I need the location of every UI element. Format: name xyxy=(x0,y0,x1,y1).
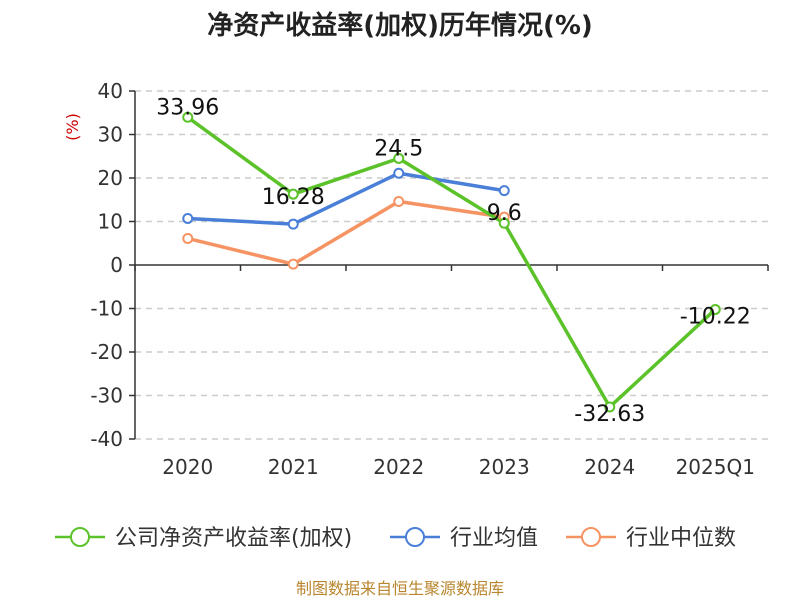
y-tick-label: 40 xyxy=(98,79,123,103)
company-point-2020 xyxy=(182,111,194,123)
industry_median-point-2021 xyxy=(287,258,299,270)
x-tick-label: 2020 xyxy=(162,455,213,479)
industry_median-point-2022 xyxy=(393,195,405,207)
series-points xyxy=(182,111,721,413)
industry_median-line xyxy=(186,199,506,266)
legend-item-industry_median[interactable]: 行业中位数 xyxy=(566,526,736,551)
company-point-2025Q1 xyxy=(709,303,721,315)
x-tick-label: 2024 xyxy=(584,455,635,479)
legend-circle-icon xyxy=(70,527,90,547)
legend-item-industry_avg[interactable]: 行业均值 xyxy=(390,526,538,551)
y-axis-ticks: 40 30 20 10 0 -10 -20 -30 -40 xyxy=(90,79,135,451)
y-axis-unit-label: (%) xyxy=(63,113,82,141)
industry_median-point-2020 xyxy=(182,232,194,244)
legend-circle-icon xyxy=(581,527,601,547)
x-tick-label: 2022 xyxy=(373,455,424,479)
data-label-2022: 24.5 xyxy=(374,136,423,161)
y-tick-label: 20 xyxy=(98,166,123,190)
y-tick-label: -10 xyxy=(90,297,123,321)
y-tick-label: 30 xyxy=(98,123,123,147)
chart-title: 净资产收益率(加权)历年情况(%) xyxy=(207,10,593,41)
legend-label: 行业中位数 xyxy=(626,526,736,551)
axes xyxy=(134,91,769,439)
legend-circle-icon xyxy=(405,527,425,547)
industry_avg-point-2023 xyxy=(498,185,510,197)
company-line xyxy=(186,115,717,409)
y-tick-label: -20 xyxy=(90,340,123,364)
data-label-2023: 9.6 xyxy=(487,201,522,226)
industry_avg-point-2020 xyxy=(182,212,194,224)
data-source-note: 制图数据来自恒生聚源数据库 xyxy=(296,579,504,598)
data-label-2021: 16.28 xyxy=(262,185,325,210)
data-label-2024: -32.63 xyxy=(574,402,645,427)
x-axis-ticks: 2020 2021 2022 2023 2024 2025Q1 xyxy=(162,455,755,479)
y-tick-label: -40 xyxy=(90,427,123,451)
industry_avg-line xyxy=(186,171,506,226)
company-point-2022 xyxy=(393,152,405,164)
legend-item-company[interactable]: 公司净资产收益率(加权) xyxy=(55,526,352,551)
legend-label: 公司净资产收益率(加权) xyxy=(115,526,352,551)
company-point-2021 xyxy=(287,188,299,200)
series-lines xyxy=(186,115,717,409)
y-tick-label: 10 xyxy=(98,210,123,234)
y-tick-label: 0 xyxy=(110,253,123,277)
data-label-2020: 33.96 xyxy=(156,95,219,120)
company-point-2023 xyxy=(498,217,510,229)
data-label-2025Q1: -10.22 xyxy=(680,304,751,329)
x-tick-label: 2021 xyxy=(268,455,319,479)
legend-label: 行业均值 xyxy=(450,526,538,551)
industry_avg-point-2022 xyxy=(393,167,405,179)
company-point-2024 xyxy=(604,401,616,413)
industry_avg-point-2021 xyxy=(287,218,299,230)
x-tick-label: 2025Q1 xyxy=(676,455,755,479)
x-tick-label: 2023 xyxy=(479,455,530,479)
data-labels: 33.96 16.28 24.5 9.6 -32.63 -10.22 xyxy=(156,95,750,427)
legend[interactable]: 公司净资产收益率(加权) 行业均值 行业中位数 xyxy=(55,526,736,551)
y-tick-label: -30 xyxy=(90,384,123,408)
